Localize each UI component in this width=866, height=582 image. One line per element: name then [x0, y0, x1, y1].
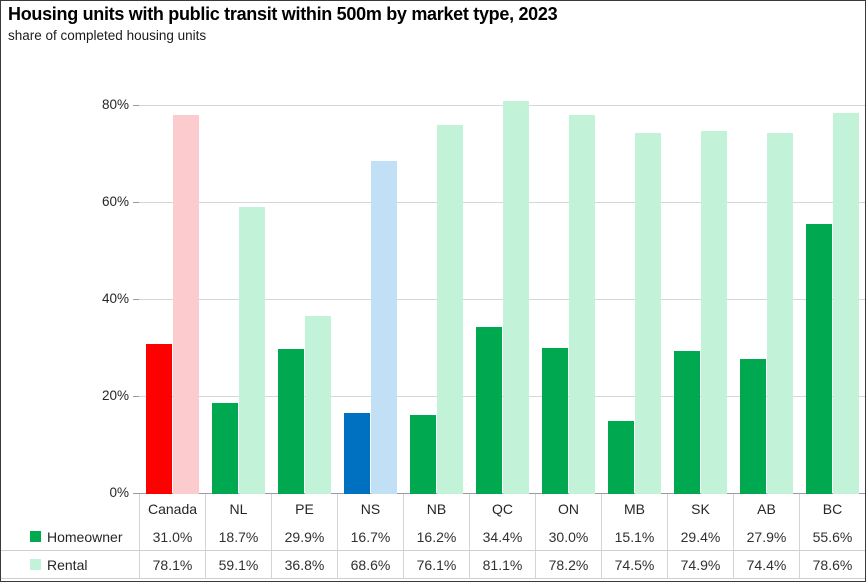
x-axis-label-NS: NS [337, 494, 403, 523]
table-row-rental: Rental 78.1% 59.1% 36.8% 68.6% 76.1% 81.1% 78.2… [1, 551, 865, 579]
value-cell-rental-NL: 59.1% [205, 551, 271, 578]
value-cell-homeowner-ON: 30.0% [535, 523, 601, 550]
bar-group-Canada [139, 90, 205, 494]
value-cell-homeowner-Canada: 31.0% [139, 523, 205, 550]
value-cell-homeowner-NS: 16.7% [337, 523, 403, 550]
bar-group-SK [667, 90, 733, 494]
bar-rental-MB [634, 133, 661, 494]
y-axis-tick-label: 20% [101, 388, 129, 403]
value-cell-homeowner-NB: 16.2% [403, 523, 469, 550]
x-axis-label-ON: ON [535, 494, 601, 523]
bar-group-NB [403, 90, 469, 494]
bar-rental-Canada [172, 115, 199, 494]
value-cell-homeowner-SK: 29.4% [667, 523, 733, 550]
table-row-homeowner: Homeowner 31.0% 18.7% 29.9% 16.7% 16.2% 34.4% 3… [1, 523, 865, 551]
bar-homeowner-PE [277, 349, 304, 494]
legend-item-homeowner: Homeowner [1, 523, 139, 550]
plot-area [139, 90, 865, 494]
bar-group-AB [733, 90, 799, 494]
x-axis-label-NB: NB [403, 494, 469, 523]
value-cell-rental-QC: 81.1% [469, 551, 535, 578]
bar-rental-SK [700, 131, 727, 494]
x-axis-label-BC: BC [799, 494, 865, 523]
value-cell-rental-ON: 78.2% [535, 551, 601, 578]
x-axis-label-QC: QC [469, 494, 535, 523]
bar-rental-NL [238, 207, 265, 494]
value-cell-rental-BC: 78.6% [799, 551, 865, 578]
bar-rental-NS [370, 161, 397, 494]
bar-homeowner-NB [409, 415, 436, 494]
legend-swatch-homeowner [30, 531, 41, 542]
y-axis-tick-label: 80% [101, 97, 129, 112]
y-axis-tick-mark [133, 396, 139, 397]
legend-swatch-rental [30, 559, 41, 570]
bar-homeowner-BC [805, 224, 832, 494]
value-cell-rental-NB: 76.1% [403, 551, 469, 578]
y-axis-tick-label: 60% [101, 194, 129, 209]
value-cell-rental-NS: 68.6% [337, 551, 403, 578]
gridline-20 [139, 396, 865, 397]
bar-rental-NB [436, 125, 463, 494]
value-cell-homeowner-AB: 27.9% [733, 523, 799, 550]
y-axis-tick-mark [133, 299, 139, 300]
bar-group-NS [337, 90, 403, 494]
y-axis-tick-label: 0% [109, 485, 129, 500]
gridline-40 [139, 299, 865, 300]
value-cell-homeowner-MB: 15.1% [601, 523, 667, 550]
gridline-60 [139, 202, 865, 203]
bar-group-QC [469, 90, 535, 494]
bar-homeowner-AB [739, 359, 766, 494]
value-cell-homeowner-PE: 29.9% [271, 523, 337, 550]
legend-label: Rental [47, 556, 88, 573]
bar-rental-BC [832, 113, 859, 494]
value-cell-homeowner-QC: 34.4% [469, 523, 535, 550]
x-axis-label-Canada: Canada [139, 494, 205, 523]
gridline-80 [139, 105, 865, 106]
bar-homeowner-SK [673, 351, 700, 494]
bar-homeowner-Canada [145, 344, 172, 494]
chart-subtitle: share of completed housing units [8, 28, 207, 43]
bar-rental-PE [304, 316, 331, 494]
bar-homeowner-MB [607, 421, 634, 494]
bar-homeowner-NL [211, 403, 238, 494]
bar-rental-QC [502, 101, 529, 494]
value-cell-rental-MB: 74.5% [601, 551, 667, 578]
value-cell-rental-SK: 74.9% [667, 551, 733, 578]
y-axis-tick-label: 40% [101, 291, 129, 306]
value-cell-rental-AB: 74.4% [733, 551, 799, 578]
value-cell-homeowner-NL: 18.7% [205, 523, 271, 550]
bar-group-MB [601, 90, 667, 494]
x-axis-label-NL: NL [205, 494, 271, 523]
x-axis-label-PE: PE [271, 494, 337, 523]
bar-group-PE [271, 90, 337, 494]
x-axis-label-SK: SK [667, 494, 733, 523]
table-header-row: Canada NL PE NS NB QC ON MB SK AB BC [1, 494, 865, 523]
legend-item-rental: Rental [1, 551, 139, 578]
chart-title: Housing units with public transit within… [8, 4, 558, 24]
y-axis-tick-mark [133, 493, 139, 494]
value-cell-rental-PE: 36.8% [271, 551, 337, 578]
bar-homeowner-QC [475, 327, 502, 494]
bar-rental-ON [568, 115, 595, 494]
x-axis-label-AB: AB [733, 494, 799, 523]
value-cell-rental-Canada: 78.1% [139, 551, 205, 578]
legend-label: Homeowner [47, 528, 123, 545]
bar-group-BC [799, 90, 865, 494]
y-axis-tick-mark [133, 202, 139, 203]
bar-group-NL [205, 90, 271, 494]
bar-group-ON [535, 90, 601, 494]
bar-homeowner-NS [343, 413, 370, 494]
x-axis-label-MB: MB [601, 494, 667, 523]
data-table: Canada NL PE NS NB QC ON MB SK AB BC Homeowner 31.0%… [1, 494, 865, 579]
y-axis-tick-mark [133, 105, 139, 106]
bar-homeowner-ON [541, 348, 568, 494]
x-axis-line [139, 493, 865, 494]
bar-rental-AB [766, 133, 793, 494]
value-cell-homeowner-BC: 55.6% [799, 523, 865, 550]
